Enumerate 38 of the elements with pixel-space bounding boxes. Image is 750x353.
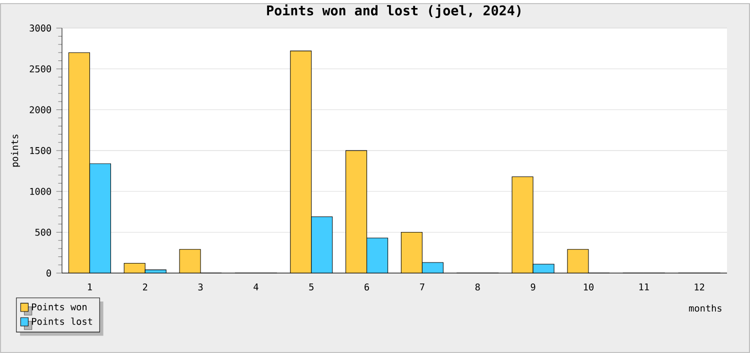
bar (68, 52, 90, 274)
y-axis-title: points (10, 134, 20, 167)
y-tick-label: 1500 (30, 147, 51, 154)
bar (346, 150, 367, 274)
y-tick-label: 2500 (30, 65, 51, 72)
x-tick-label: 2 (143, 283, 148, 290)
bar (533, 264, 554, 274)
x-tick-label: 10 (584, 283, 594, 290)
legend-label: Points lost (32, 318, 92, 325)
bar (567, 249, 588, 274)
x-tick-label: 5 (309, 283, 314, 290)
x-tick-label: 6 (364, 283, 370, 290)
x-tick-label: 1 (88, 283, 92, 290)
x-tick-label: 9 (530, 283, 536, 290)
bar (366, 238, 388, 274)
bar (90, 164, 111, 274)
y-tick-label: 3000 (30, 24, 51, 32)
x-tick-label: 11 (639, 283, 649, 290)
x-tick-label: 7 (420, 283, 424, 290)
x-axis-title: months (689, 304, 722, 312)
x-tick-label: 8 (475, 283, 480, 290)
bar (422, 262, 444, 274)
bar (124, 263, 146, 274)
bar (290, 50, 312, 274)
chart-title: Points won and lost (joel, 2024) (267, 4, 520, 18)
legend-label: Points won (32, 303, 87, 310)
y-tick-label: 0 (46, 270, 51, 277)
x-tick-label: 3 (198, 283, 203, 290)
x-tick-label: 4 (254, 283, 258, 290)
x-tick-label: 12 (694, 283, 704, 290)
y-tick-label: 2000 (30, 106, 51, 114)
bar (401, 232, 422, 274)
bar (311, 216, 332, 274)
bar (512, 176, 534, 274)
bar (180, 249, 201, 274)
y-tick-label: 500 (35, 228, 51, 236)
y-tick-label: 1000 (30, 188, 51, 195)
bar (145, 270, 166, 274)
